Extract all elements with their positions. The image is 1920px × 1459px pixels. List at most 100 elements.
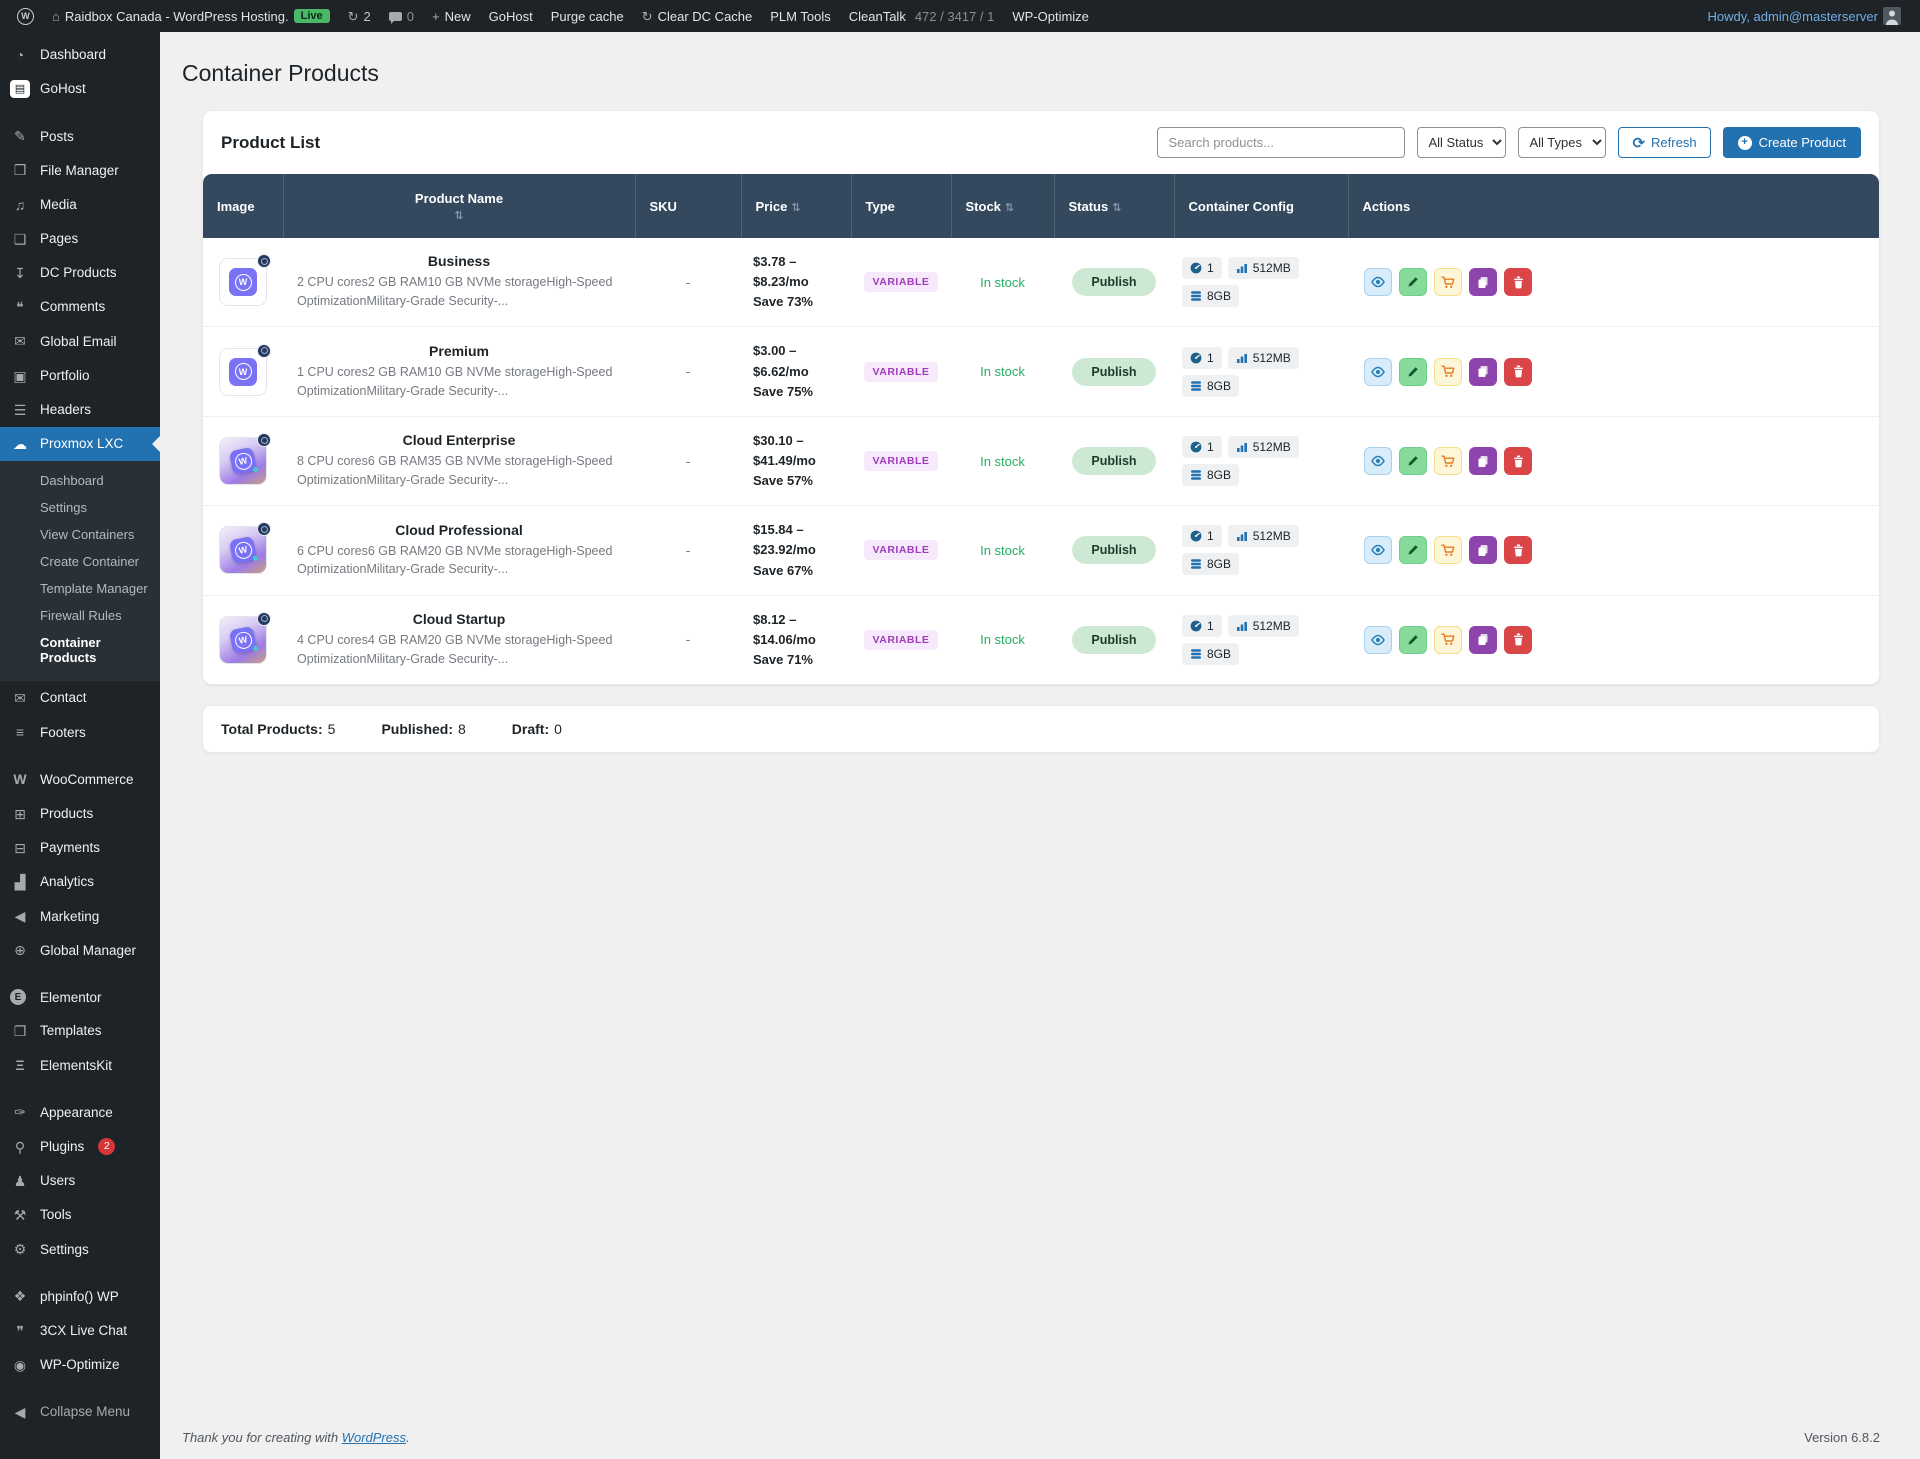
sidebar-item-portfolio[interactable]: ▣ Portfolio — [0, 359, 160, 393]
edit-button[interactable] — [1399, 447, 1427, 476]
status-filter-select[interactable]: All Status — [1417, 127, 1507, 158]
sidebar-item-global-manager[interactable]: ⊕ Global Manager — [0, 933, 160, 967]
site-menu[interactable]: ⌂ Raidbox Canada - WordPress Hosting. Li… — [43, 0, 339, 32]
disk-chip: 8GB — [1182, 642, 1240, 665]
sidebar-item-comments[interactable]: ❝ Comments — [0, 290, 160, 324]
table-row: W Cloud Startup 4 CPU cores4 GB RAM20 GB … — [203, 595, 1879, 685]
submenu-item-container-products[interactable]: Container Products — [40, 635, 101, 666]
memory-chip: 512MB — [1227, 614, 1299, 637]
cleantalk-label: CleanTalk — [848, 8, 906, 24]
delete-button[interactable] — [1504, 268, 1532, 297]
submenu-item-firewall-rules[interactable]: Firewall Rules — [40, 608, 122, 624]
product-list-card: Product List All Status All Types ⟳ Refr… — [202, 110, 1880, 686]
sidebar-item-phpinfo[interactable]: ❖ phpinfo() WP — [0, 1279, 160, 1313]
updates-menu[interactable]: ↻ 2 — [339, 0, 380, 32]
sidebar-item-analytics[interactable]: ▟ Analytics — [0, 865, 160, 899]
sidebar-item-dc-products[interactable]: ↧ DC Products — [0, 256, 160, 290]
sidebar-item-templates[interactable]: ❐ Templates — [0, 1014, 160, 1048]
sidebar-item-headers[interactable]: ☰ Headers — [0, 393, 160, 427]
submenu-item-dashboard[interactable]: Dashboard — [40, 473, 104, 489]
sidebar-item-collapse-menu[interactable]: ◀ Collapse Menu — [0, 1395, 160, 1429]
edit-button[interactable] — [1399, 536, 1427, 565]
my-account-menu[interactable]: Howdy, admin@masterserver — [1699, 0, 1910, 32]
cart-button[interactable] — [1434, 625, 1462, 654]
cart-button[interactable] — [1434, 357, 1462, 386]
sidebar-item-marketing[interactable]: ◀ Marketing — [0, 899, 160, 933]
wordpress-link[interactable]: WordPress — [341, 1430, 406, 1446]
sidebar-item-products[interactable]: ⊞ Products — [0, 797, 160, 831]
new-label: New — [444, 8, 471, 24]
sidebar-item-elementor[interactable]: E Elementor — [0, 981, 160, 1015]
delete-button[interactable] — [1504, 447, 1532, 476]
col-header-stock[interactable]: Stock ⇅ — [951, 174, 1055, 238]
footer-thanks: Thank you for creating with WordPress. — [182, 1430, 410, 1446]
submenu-item-template-manager[interactable]: Template Manager — [40, 581, 148, 597]
new-menu[interactable]: + New — [423, 0, 480, 32]
sidebar-item-3cx-live-chat[interactable]: ❞ 3CX Live Chat — [0, 1314, 160, 1348]
view-button[interactable] — [1364, 447, 1392, 476]
col-header-name[interactable]: Product Name ⇅ — [283, 174, 636, 238]
sidebar-item-plugins[interactable]: ⚲ Plugins 2 — [0, 1130, 160, 1164]
view-button[interactable] — [1364, 357, 1392, 386]
col-header-status[interactable]: Status ⇅ — [1054, 174, 1175, 238]
duplicate-button[interactable] — [1469, 268, 1497, 297]
submenu-item-settings[interactable]: Settings — [40, 500, 87, 516]
sidebar-item-dashboard[interactable]: ◔ Dashboard — [0, 38, 160, 72]
cart-button[interactable] — [1434, 447, 1462, 476]
wp-logo-menu[interactable]: W — [8, 0, 43, 32]
sidebar-item-payments[interactable]: ⊟ Payments — [0, 831, 160, 865]
download-box-icon: ↧ — [14, 264, 26, 281]
stock-status: In stock — [951, 238, 1054, 328]
col-header-price[interactable]: Price ⇅ — [741, 174, 852, 238]
plm-tools-menu[interactable]: PLM Tools — [761, 0, 839, 32]
duplicate-button[interactable] — [1469, 447, 1497, 476]
portfolio-icon: ▣ — [13, 367, 27, 384]
sidebar-item-wp-optimize[interactable]: ◉ WP-Optimize — [0, 1348, 160, 1382]
delete-button[interactable] — [1504, 357, 1532, 386]
sidebar-item-proxmox-lxc[interactable]: ☁ Proxmox LXC — [0, 426, 160, 462]
duplicate-button[interactable] — [1469, 357, 1497, 386]
sidebar-item-media[interactable]: ♫ Media — [0, 188, 160, 222]
wp-optimize-menu[interactable]: WP-Optimize — [1003, 0, 1098, 32]
database-icon — [1191, 291, 1201, 301]
duplicate-button[interactable] — [1469, 536, 1497, 565]
cleantalk-menu[interactable]: CleanTalk 472 / 3417 / 1 — [840, 0, 1004, 32]
thumb-badge-icon — [257, 343, 271, 358]
view-button[interactable] — [1364, 625, 1392, 654]
search-input[interactable] — [1157, 127, 1406, 158]
sidebar-item-elementskit[interactable]: Ξ ElementsKit — [0, 1048, 160, 1082]
sidebar-item-posts[interactable]: ✎ Posts — [0, 119, 160, 153]
view-button[interactable] — [1364, 536, 1392, 565]
cart-button[interactable] — [1434, 268, 1462, 297]
clear-dc-cache-label: Clear DC Cache — [657, 8, 753, 24]
view-button[interactable] — [1364, 268, 1392, 297]
sidebar-item-global-email[interactable]: ✉ Global Email — [0, 324, 160, 358]
sidebar-item-woocommerce[interactable]: W WooCommerce — [0, 762, 160, 796]
sidebar-item-footers[interactable]: ≡ Footers — [0, 715, 160, 749]
comments-menu[interactable]: 0 — [380, 0, 423, 32]
clear-dc-cache-menu[interactable]: ↻ Clear DC Cache — [633, 0, 762, 32]
sidebar-item-file-manager[interactable]: ❒ File Manager — [0, 153, 160, 187]
sidebar-item-gohost[interactable]: ▤ GoHost — [0, 72, 160, 106]
sidebar-item-contact[interactable]: ✉ Contact — [0, 681, 160, 715]
sidebar-item-pages[interactable]: ❑ Pages — [0, 222, 160, 256]
sidebar-item-settings[interactable]: ⚙ Settings — [0, 1232, 160, 1266]
submenu-item-view-containers[interactable]: View Containers — [40, 527, 135, 543]
submenu-item-create-container[interactable]: Create Container — [40, 554, 139, 570]
delete-button[interactable] — [1504, 536, 1532, 565]
create-product-button[interactable]: + Create Product — [1722, 127, 1861, 158]
gohost-menu[interactable]: GoHost — [480, 0, 542, 32]
brush-icon: ✑ — [14, 1104, 26, 1121]
sidebar-item-tools[interactable]: ⚒ Tools — [0, 1198, 160, 1232]
edit-button[interactable] — [1399, 357, 1427, 386]
delete-button[interactable] — [1504, 625, 1532, 654]
purge-cache-menu[interactable]: Purge cache — [542, 0, 633, 32]
duplicate-button[interactable] — [1469, 625, 1497, 654]
edit-button[interactable] — [1399, 625, 1427, 654]
sidebar-item-appearance[interactable]: ✑ Appearance — [0, 1095, 160, 1129]
cart-button[interactable] — [1434, 536, 1462, 565]
sidebar-item-users[interactable]: ♟ Users — [0, 1164, 160, 1198]
edit-button[interactable] — [1399, 268, 1427, 297]
type-filter-select[interactable]: All Types — [1518, 127, 1607, 158]
refresh-button[interactable]: ⟳ Refresh — [1618, 127, 1711, 158]
